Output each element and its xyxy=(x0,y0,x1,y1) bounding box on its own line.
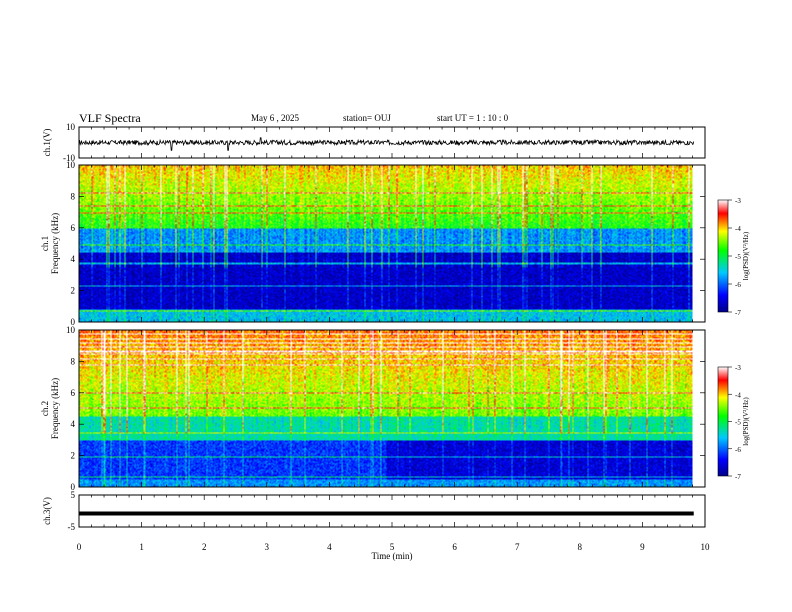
panel-frame xyxy=(78,329,706,488)
colorbar-tick-label: -4 xyxy=(735,391,741,399)
ch3-waveform-panel: 5 -5 ch.3(V) xyxy=(42,490,706,532)
x-axis: 0 1 2 3 4 5 6 7 8 9 10 Time (min) xyxy=(77,542,710,561)
y-tick-label: -5 xyxy=(68,522,76,532)
colorbar-tick-label: -3 xyxy=(735,197,741,205)
colorbar-tick-label: -6 xyxy=(735,281,741,289)
colorbar-tick-label: -7 xyxy=(735,309,741,317)
y-tick-label: 8 xyxy=(71,356,76,366)
ch2-spectrogram-panel: 0 2 4 6 8 10 ch.2Frequency (kHz) xyxy=(40,325,706,492)
y-tick-label: 2 xyxy=(71,451,76,461)
x-tick-label: 7 xyxy=(515,542,520,552)
colorbar xyxy=(717,199,729,313)
colorbar-label: log(PSD)(V²/Hz) xyxy=(742,397,750,446)
ch1-spectrogram-panel: 0 2 4 6 8 10 ch.1Frequency (kHz) xyxy=(40,160,706,327)
header-date: May 6 , 2025 xyxy=(251,113,299,123)
spectrogram-image xyxy=(79,165,693,322)
colorbar-tick-label: -7 xyxy=(735,473,741,481)
y-axis-label: ch.2Frequency (kHz) xyxy=(40,378,60,439)
ch1-trace xyxy=(78,137,695,151)
y-axis-label: ch.1Frequency (kHz) xyxy=(40,213,60,274)
ch1-waveform-panel: 10 -10 ch.1(V) xyxy=(42,122,706,163)
y-tick-label: 5 xyxy=(71,490,76,500)
x-tick-label: 2 xyxy=(202,542,207,552)
x-tick-label: 5 xyxy=(390,542,395,552)
y-tick-label: 0 xyxy=(71,317,76,327)
y-axis-label: ch.1(V) xyxy=(42,129,52,157)
colorbar xyxy=(717,366,729,477)
y-tick-label: 10 xyxy=(66,160,76,170)
y-tick-label: 10 xyxy=(66,122,76,132)
y-tick-label: 10 xyxy=(66,325,76,335)
spectrogram-image xyxy=(79,330,693,487)
y-tick-label: 8 xyxy=(71,191,76,201)
y-tick-label: 4 xyxy=(71,254,76,264)
y-tick-label: -10 xyxy=(63,153,75,163)
header-start-time: start UT = 1 : 10 : 0 xyxy=(437,113,509,123)
header-station: station= OUJ xyxy=(343,113,391,123)
x-tick-label: 10 xyxy=(701,542,711,552)
x-tick-label: 8 xyxy=(578,542,583,552)
colorbar-tick-label: -5 xyxy=(735,253,741,261)
x-tick-label: 3 xyxy=(265,542,270,552)
colorbars: -3 -4 -5 -6 -7 log(PSD)(V²/Hz) -3 -4 -5 -6 -7 log(P… xyxy=(717,197,750,481)
chart-title: VLF Spectra xyxy=(79,111,141,125)
x-axis-label: Time (min) xyxy=(372,551,413,561)
colorbar-tick-label: -3 xyxy=(735,364,741,372)
x-tick-label: 1 xyxy=(139,542,144,552)
y-tick-label: 2 xyxy=(71,286,76,296)
colorbar-tick-label: -6 xyxy=(735,446,741,454)
y-axis-label: ch.3(V) xyxy=(42,497,52,525)
x-tick-label: 9 xyxy=(640,542,645,552)
x-tick-label: 6 xyxy=(452,542,457,552)
y-tick-label: 0 xyxy=(71,482,76,492)
x-tick-label: 0 xyxy=(77,542,82,552)
y-tick-label: 4 xyxy=(71,419,76,429)
colorbar-label: log(PSD)(V²/Hz) xyxy=(742,231,750,280)
x-tick-label: 4 xyxy=(327,542,332,552)
colorbar-tick-label: -4 xyxy=(735,225,741,233)
panel-frame xyxy=(78,164,706,323)
colorbar-tick-label: -5 xyxy=(735,419,741,427)
y-tick-label: 6 xyxy=(71,223,76,233)
y-tick-label: 6 xyxy=(71,388,76,398)
